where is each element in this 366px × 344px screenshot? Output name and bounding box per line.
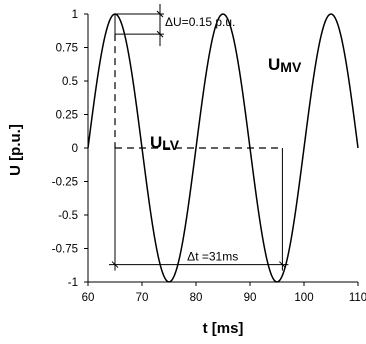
delta-u-tick-top — [156, 10, 164, 18]
curve-label-umv: UMV — [268, 55, 302, 75]
x-tick-label: 80 — [190, 292, 203, 304]
y-axis-title: U [p.u.] — [7, 124, 24, 176]
y-tick-label: 0.25 — [56, 110, 78, 122]
delta-u-label: ΔU=0.15 p.u. — [165, 15, 235, 29]
curve-label-ulv: ULV — [150, 133, 180, 153]
x-tick-label: 110 — [349, 292, 366, 304]
y-tick-label: 0.5 — [62, 76, 78, 88]
delta-u-tick-bottom — [156, 30, 164, 38]
y-tick-label: -1 — [68, 277, 78, 289]
y-tick-label: -0.5 — [58, 210, 78, 222]
voltage-waveform — [87, 13, 359, 283]
x-ticks: 60 70 80 90 100 110 — [82, 282, 366, 304]
x-tick-label: 70 — [136, 292, 149, 304]
x-tick-label: 90 — [244, 292, 257, 304]
x-tick-label: 60 — [82, 292, 95, 304]
annotations: ΔU=0.15 p.u. Δt =31ms — [109, 4, 289, 271]
y-tick-label: 1 — [72, 9, 78, 21]
x-axis-title: t [ms] — [203, 320, 244, 337]
delta-t-tick-left — [111, 261, 119, 268]
y-tick-label: 0.75 — [56, 43, 78, 55]
y-tick-label: -0.75 — [52, 244, 78, 256]
x-tick-label: 100 — [294, 292, 313, 304]
delta-t-tick-right — [279, 261, 286, 268]
y-ticks: 1 0.75 0.5 0.25 0 -0.25 -0.5 -0.75 -1 — [52, 9, 88, 289]
y-tick-label: 0 — [72, 143, 78, 155]
delta-t-label: Δt =31ms — [187, 250, 238, 264]
y-tick-label: -0.25 — [52, 177, 78, 189]
